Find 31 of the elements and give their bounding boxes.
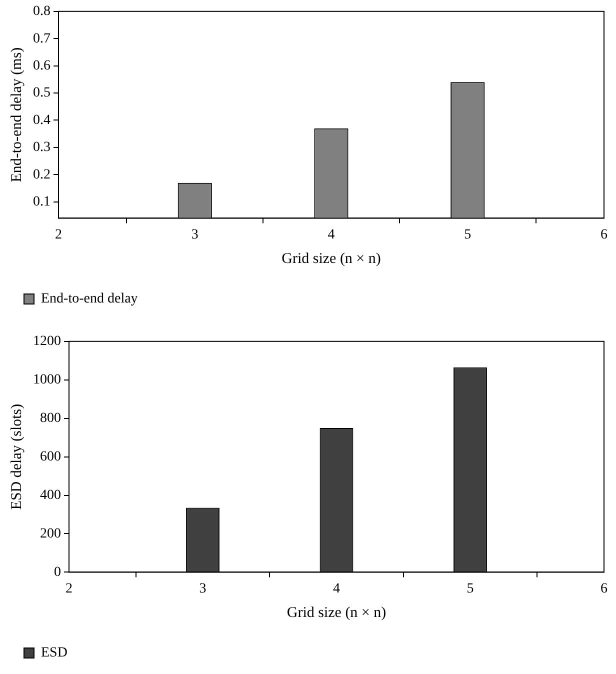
x-tick-label: 3 <box>199 581 206 596</box>
y-tick-label: 0.5 <box>33 86 50 101</box>
legend-label: End-to-end delay <box>41 292 138 307</box>
y-tick-label: 600 <box>40 449 61 464</box>
y-tick-label: 0.7 <box>33 31 50 46</box>
y-tick-label: 0.6 <box>33 58 50 74</box>
x-tick-label: 6 <box>600 581 608 596</box>
y-tick-label: 0.1 <box>33 194 50 210</box>
y-tick-label: 0.3 <box>33 140 50 156</box>
x-tick-label: 6 <box>600 227 608 242</box>
y-tick-label: 200 <box>40 526 61 542</box>
y-tick-label: 0.8 <box>33 4 50 20</box>
y-tick-label: 800 <box>40 411 61 426</box>
y-tick-label: 400 <box>40 488 61 503</box>
y-tick-label: 0.2 <box>33 167 50 182</box>
x-tick-label: 5 <box>464 227 472 242</box>
x-tick-label: 2 <box>66 581 72 596</box>
y-axis-title: End-to-end delay (ms) <box>8 47 25 182</box>
y-axis-title: ESD delay (slots) <box>8 404 25 510</box>
x-axis-title: Grid size (n × n) <box>286 604 386 621</box>
y-tick-label: 1000 <box>33 372 61 388</box>
x-tick-label: 5 <box>466 581 474 596</box>
x-tick-label: 2 <box>55 227 62 242</box>
y-tick-label: 0.4 <box>33 112 50 128</box>
x-tick-label: 4 <box>328 227 335 242</box>
legend-label: ESD <box>41 646 68 661</box>
x-axis-title: Grid size (n × n) <box>282 250 381 267</box>
x-tick-label: 3 <box>191 227 198 242</box>
x-tick-label: 4 <box>333 581 340 596</box>
y-tick-label: 0 <box>54 564 61 580</box>
y-tick-label: 1200 <box>33 334 61 350</box>
